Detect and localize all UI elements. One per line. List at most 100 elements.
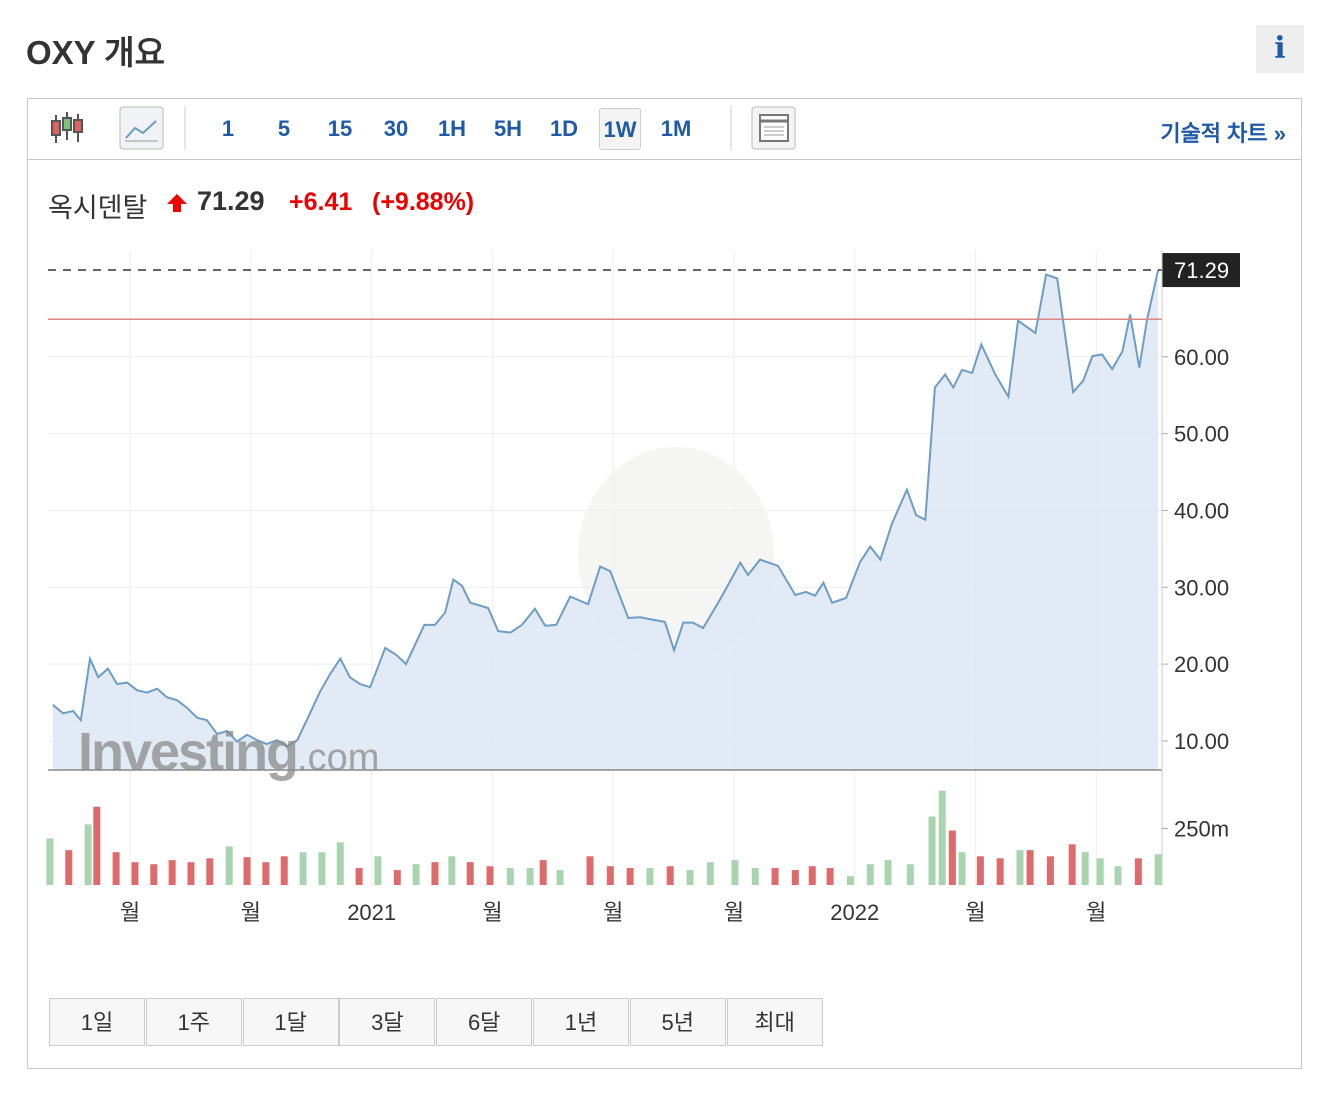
- volume-bar: [866, 864, 874, 885]
- volume-bar: [1046, 856, 1054, 885]
- area-fill: [52, 270, 1159, 770]
- volume-bar: [646, 868, 654, 885]
- volume-bar: [586, 856, 594, 885]
- x-tick-label: 월: [120, 900, 140, 925]
- interval-button[interactable]: 5H: [493, 116, 523, 141]
- volume-bar: [731, 860, 739, 885]
- volume-bar: [906, 864, 914, 885]
- volume-bar: [431, 862, 439, 885]
- volume-bar: [318, 852, 326, 885]
- volume-bar: [393, 870, 401, 885]
- volume-bar: [448, 856, 456, 885]
- info-button[interactable]: i: [1256, 25, 1304, 73]
- chart: 10.00 20.00 30.00 40.00 50.00 60.00 71.29 월 월 202…: [46, 250, 1240, 925]
- volume-bar: [976, 856, 984, 885]
- volume-bar: [466, 862, 474, 885]
- volume-bar: [84, 824, 92, 885]
- watermark-part: Investing: [78, 722, 297, 782]
- interval-button[interactable]: 1D: [549, 116, 579, 141]
- volume-bar: [706, 862, 714, 885]
- volume-bar: [928, 816, 936, 885]
- volume-bar: [826, 868, 834, 885]
- y-tick-label: 40.00: [1174, 498, 1229, 523]
- volume-bar: [1026, 850, 1034, 885]
- chart-widget: [27, 98, 1302, 1069]
- range-button[interactable]: 1일: [49, 998, 145, 1046]
- volume-bar: [791, 870, 799, 885]
- x-tick-label: 월: [241, 900, 261, 925]
- volume-bar: [846, 876, 854, 885]
- page-title: OXY 개요: [26, 34, 165, 71]
- range-button[interactable]: 1년: [533, 998, 629, 1046]
- volume-bar: [626, 868, 634, 885]
- volume-bar: [958, 852, 966, 885]
- interval-button[interactable]: 1: [221, 116, 235, 141]
- line-chart-icon[interactable]: [119, 106, 164, 150]
- toolbar-icons: [51, 106, 796, 150]
- range-button[interactable]: 3달: [339, 998, 436, 1046]
- volume-bar: [1096, 858, 1104, 885]
- interval-button[interactable]: 5: [277, 116, 291, 141]
- volume-bar: [808, 866, 816, 885]
- volume-bar: [539, 860, 547, 885]
- range-button[interactable]: 1달: [242, 998, 339, 1046]
- volume-bar: [46, 838, 54, 885]
- interval-button[interactable]: 1W: [599, 108, 641, 150]
- x-tick-label: 월: [724, 900, 744, 925]
- volume-bar: [336, 842, 344, 885]
- volume-bar: [526, 868, 534, 885]
- volume-bar: [556, 870, 564, 885]
- watermark: Investing.com: [78, 722, 379, 782]
- volume-bar: [1068, 844, 1076, 885]
- technical-chart-link[interactable]: 기술적 차트 »: [1160, 121, 1286, 146]
- y-tick-label: 30.00: [1174, 575, 1229, 600]
- volume-bar: [65, 850, 73, 885]
- interval-button[interactable]: 1H: [437, 116, 467, 141]
- range-button[interactable]: 1주: [145, 998, 242, 1046]
- up-arrow: [167, 194, 187, 212]
- volume-bar: [751, 868, 759, 885]
- volume-bar: [1081, 852, 1089, 885]
- range-button[interactable]: 최대: [726, 998, 823, 1046]
- change-percent: (+9.88%): [372, 188, 475, 216]
- x-tick-label: 월: [603, 900, 623, 925]
- watermark-part: .com: [297, 737, 379, 779]
- range-button[interactable]: 6달: [436, 998, 533, 1046]
- volume-bar: [225, 846, 233, 885]
- volume-bar: [262, 862, 270, 885]
- volume-bar: [150, 864, 158, 885]
- volume-bar: [1016, 850, 1024, 885]
- x-tick-label: 월: [965, 900, 985, 925]
- volume-bar: [771, 868, 779, 885]
- last-price-badge: [1162, 253, 1240, 288]
- x-tick-label: 2021: [347, 900, 396, 925]
- price: 71.29: [197, 186, 265, 216]
- interval-button[interactable]: 30: [383, 116, 409, 141]
- volume-bar: [1114, 866, 1122, 885]
- candlestick-icon[interactable]: [51, 112, 83, 143]
- volume-bar: [606, 866, 614, 885]
- last-price-label: 71.29: [1174, 258, 1229, 283]
- volume-bar: [1134, 858, 1142, 885]
- y-tick-label: 20.00: [1174, 652, 1229, 677]
- volume-bar: [131, 862, 139, 885]
- interval-button[interactable]: 1M: [660, 116, 692, 141]
- volume-bar: [280, 856, 288, 885]
- y-tick-label: 10.00: [1174, 729, 1229, 754]
- table-icon[interactable]: [751, 106, 796, 150]
- volume-bar: [93, 806, 101, 885]
- volume-bar: [168, 860, 176, 885]
- x-tick-label: 월: [482, 900, 502, 925]
- interval-button[interactable]: 15: [327, 116, 353, 141]
- y-tick-label: 50.00: [1174, 422, 1229, 447]
- toolbar: [28, 99, 1301, 160]
- x-tick-label: 월: [1086, 900, 1106, 925]
- y-tick-label: 60.00: [1174, 345, 1229, 370]
- volume-bar: [486, 866, 494, 885]
- volume-bar: [1154, 854, 1162, 885]
- range-button[interactable]: 5년: [629, 998, 726, 1046]
- volume-bar: [187, 862, 195, 885]
- volume-bar: [996, 858, 1004, 885]
- volume-bar: [112, 852, 120, 885]
